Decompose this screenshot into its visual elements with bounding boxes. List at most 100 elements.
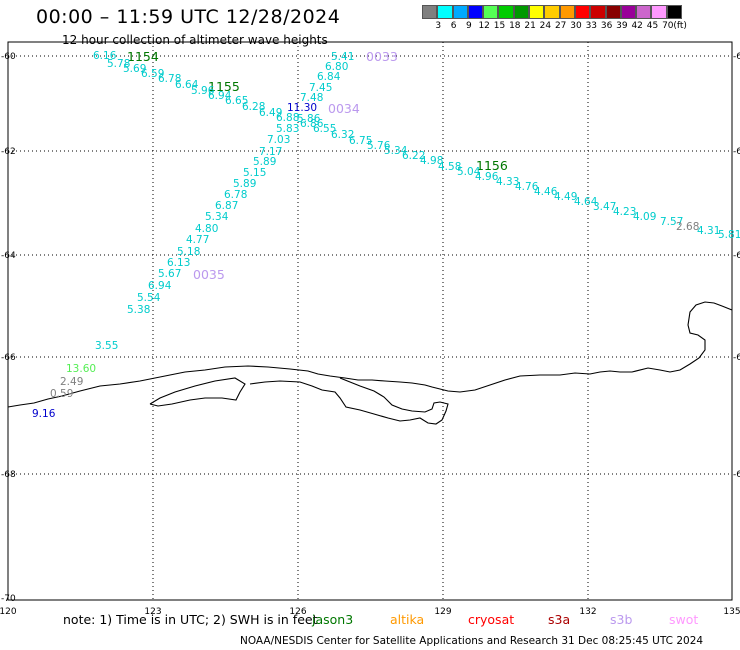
legend-unit: (ft) [673,21,687,31]
swh-reading: 6.80 [325,61,348,73]
y-tick-label: -68 [1,470,16,480]
legend-swatch [467,5,484,19]
legend-swatch [651,5,667,19]
legend-swatch [544,5,560,19]
swh-reading: 5.81 [718,229,740,241]
swh-reading: 5.83 [276,123,299,135]
y-tick-label: -60 [1,52,16,62]
legend-label: 21 [524,21,536,31]
swh-reading: 6.88 [276,112,299,124]
swh-reading: 6.64 [175,79,199,91]
legend-label: 70 [662,21,674,31]
swh-reading: 2.49 [60,376,83,388]
swh-reading: 4.23 [613,206,636,218]
x-tick-label: 123 [144,607,161,617]
swh-reading: 5.34 [384,145,408,157]
y-tick-label: -70 [1,594,16,604]
legend-swatch [483,5,499,19]
swh-reading: 5.69 [123,63,146,75]
swh-reading: 5.86 [297,113,321,125]
swh-reading: 4.64 [574,196,598,208]
swh-reading: 7.45 [309,82,332,94]
satellite-legend-item: cryosat [468,612,515,627]
x-tick-label: 135 [723,607,740,617]
swh-reading: 6.28 [242,101,265,113]
legend-swatch [590,5,606,19]
satellite-legend-item: s3b [610,612,633,627]
swh-reading: 6.84 [317,71,341,83]
swh-readings: 6.165.785.696.596.786.645.966.946.656.28… [32,50,740,420]
swh-reading: 4.76 [515,181,539,193]
satellite-legend-item: altika [390,612,425,627]
legend-swatch [452,5,468,19]
swh-reading: 5.18 [177,246,200,258]
legend-label: 33 [585,21,598,31]
swh-reading: 6.75 [349,135,372,147]
swh-reading: 6.78 [158,73,181,85]
swh-reading: 4.77 [186,234,209,246]
swh-reading: 2.68 [676,221,699,233]
swh-reading: 9.16 [32,408,56,420]
swh-reading: 5.76 [367,140,391,152]
swh-reading: 11.30 [287,102,317,114]
swh-reading: 6.78 [224,189,247,201]
swh-reading: 3.55 [95,340,118,352]
satellite-legend-item: swot [669,612,699,627]
swh-reading: 6.16 [93,50,117,62]
swh-reading: 5.04 [457,166,481,178]
y-tick-label-right: -64 [733,251,740,261]
legend-label: 39 [616,21,628,31]
satellite-legend-item: s3a [548,612,571,627]
swh-reading: 7.48 [300,92,323,104]
legend-label: 3 [435,21,442,31]
y-tick-label: -62 [1,147,16,157]
legend-label: 45 [646,21,659,31]
legend-label: 6 [450,21,457,31]
pass-label: 0034 [328,101,360,116]
swh-reading: 5.89 [233,178,256,190]
swh-reading: 5.15 [243,167,266,179]
swh-reading: 5.78 [107,58,130,70]
pass-label: 1154 [127,49,159,64]
legend-label: 12 [478,21,490,31]
swh-reading: 7.03 [267,134,290,146]
swh-reading: 0.59 [50,388,73,400]
swh-reading: 6.94 [208,90,232,102]
swh-reading: 6.65 [225,95,248,107]
legend-swatch [666,5,683,19]
legend-swatch [513,5,530,19]
legend-label: 24 [539,21,552,31]
legend-swatch [529,5,545,19]
credit-line: NOAA/NESDIS Center for Satellite Applica… [240,635,704,647]
satellite-legend-item: jason3 [312,612,354,627]
pass-label: 0035 [193,267,225,282]
swh-reading: 6.94 [148,280,172,292]
x-tick-label: 132 [579,607,596,617]
legend-label: 42 [631,21,643,31]
map-title: 00:00 – 11:59 UTC 12/28/2024 [36,6,341,28]
y-tick-label: -64 [1,251,16,261]
swh-reading: 4.09 [633,211,656,223]
legend-swatch [574,5,591,19]
map-grid [8,42,732,600]
legend-label: 36 [600,21,613,31]
x-tick-label: 120 [0,607,17,617]
coastline-inlet [249,377,449,425]
swh-reading: 4.46 [534,186,558,198]
swh-reading: 5.54 [137,292,161,304]
map-subtitle: 12 hour collection of altimeter wave hei… [62,33,328,47]
swh-reading: 5.96 [191,85,215,97]
map-frame [7,41,733,601]
y-tick-label-right: -66 [733,353,740,363]
legend-swatch [605,5,621,19]
swh-reading: 7.17 [259,146,282,158]
swh-reading: 5.67 [158,268,181,280]
axis-ticks: 120 123 126 129 132 135 -60 -60 -62 -62 -64 -64 -66 -… [0,52,740,617]
swh-reading: 4.33 [496,176,519,188]
swh-reading: 13.60 [66,363,96,375]
color-legend [422,5,683,19]
pass-label: 1155 [208,79,240,94]
legend-label: 27 [554,21,567,31]
swh-reading: 4.31 [697,225,720,237]
